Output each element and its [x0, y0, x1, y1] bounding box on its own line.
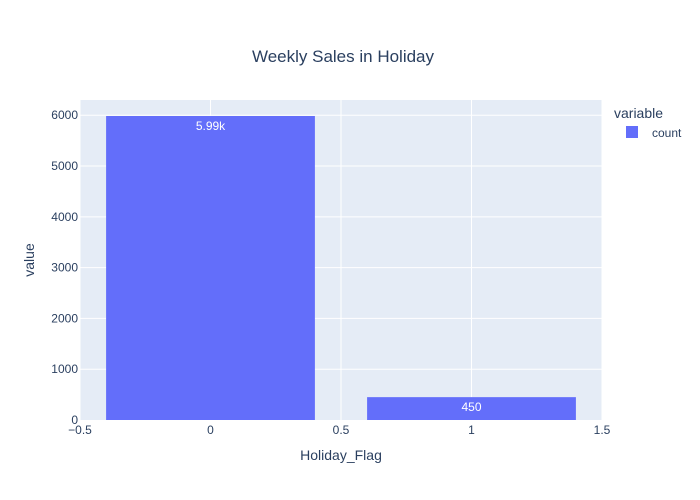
- bar-label-1: 450: [461, 400, 481, 414]
- legend[interactable]: variable count: [614, 105, 682, 140]
- x-tick-label: −0.5: [68, 423, 92, 437]
- y-tick-label: 3000: [51, 261, 78, 275]
- x-tick-label: 0.5: [333, 423, 350, 437]
- y-tick-label: 5000: [51, 159, 78, 173]
- y-axis-title: value: [21, 243, 37, 277]
- y-tick-label: 4000: [51, 210, 78, 224]
- x-tick-label: 1.5: [594, 423, 611, 437]
- bars: [106, 116, 576, 420]
- legend-swatch-count[interactable]: [626, 126, 638, 138]
- y-tick-label: 2000: [51, 311, 78, 325]
- x-axis-ticks: −0.5 0 0.5 1 1.5: [68, 423, 611, 437]
- legend-title: variable: [614, 105, 663, 121]
- bar-0[interactable]: [106, 116, 315, 420]
- y-tick-label: 1000: [51, 362, 78, 376]
- chart-title: Weekly Sales in Holiday: [252, 47, 435, 66]
- x-axis-title: Holiday_Flag: [300, 447, 382, 463]
- y-tick-label: 0: [71, 413, 78, 427]
- bar-label-0: 5.99k: [196, 119, 226, 133]
- y-axis-ticks: 0 1000 2000 3000 4000 5000 6000: [51, 108, 78, 427]
- bar-labels: 5.99k 450: [196, 119, 482, 414]
- y-tick-label: 6000: [51, 108, 78, 122]
- legend-label-count[interactable]: count: [652, 126, 682, 140]
- x-tick-label: 0: [207, 423, 214, 437]
- x-tick-label: 1: [468, 423, 475, 437]
- bar-1[interactable]: [367, 397, 576, 420]
